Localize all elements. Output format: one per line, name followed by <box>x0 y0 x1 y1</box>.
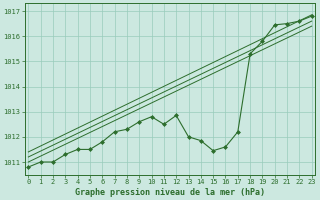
X-axis label: Graphe pression niveau de la mer (hPa): Graphe pression niveau de la mer (hPa) <box>75 188 265 197</box>
